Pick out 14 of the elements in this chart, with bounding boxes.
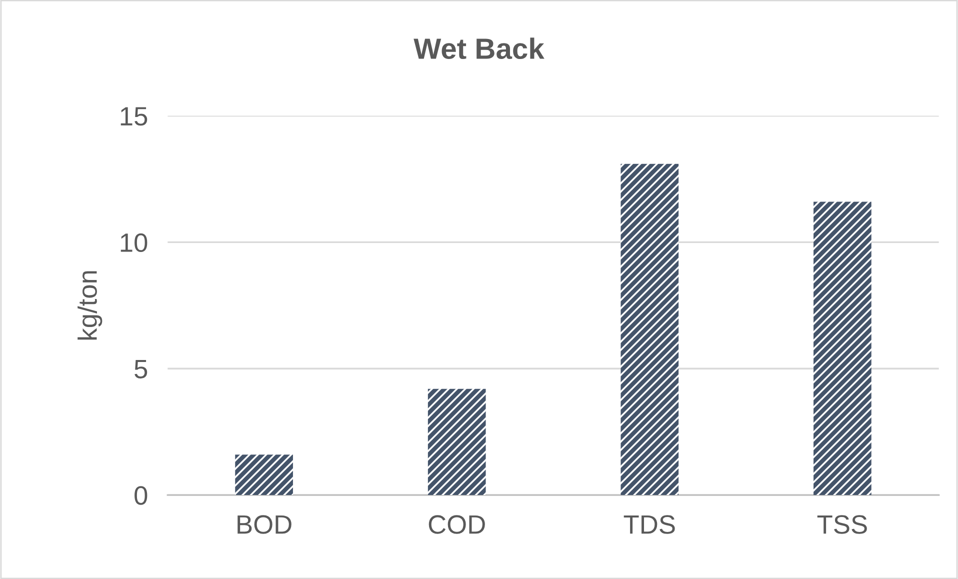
y-tick-label: 0 (134, 486, 148, 505)
bar (428, 388, 486, 496)
bar (620, 164, 679, 496)
y-tick-label: 5 (134, 360, 148, 378)
x-tick-label: TSS (817, 515, 867, 534)
x-tick-label: COD (428, 515, 485, 534)
chart-title: Wet Back (414, 38, 544, 60)
x-tick-label: TDS (624, 515, 675, 534)
y-tick-label: 10 (120, 233, 148, 252)
x-tick-label: BOD (238, 515, 292, 534)
y-axis-title: kg/ton (78, 271, 102, 340)
bar (235, 454, 293, 496)
y-tick-label: 15 (120, 107, 148, 126)
bar (814, 202, 872, 496)
